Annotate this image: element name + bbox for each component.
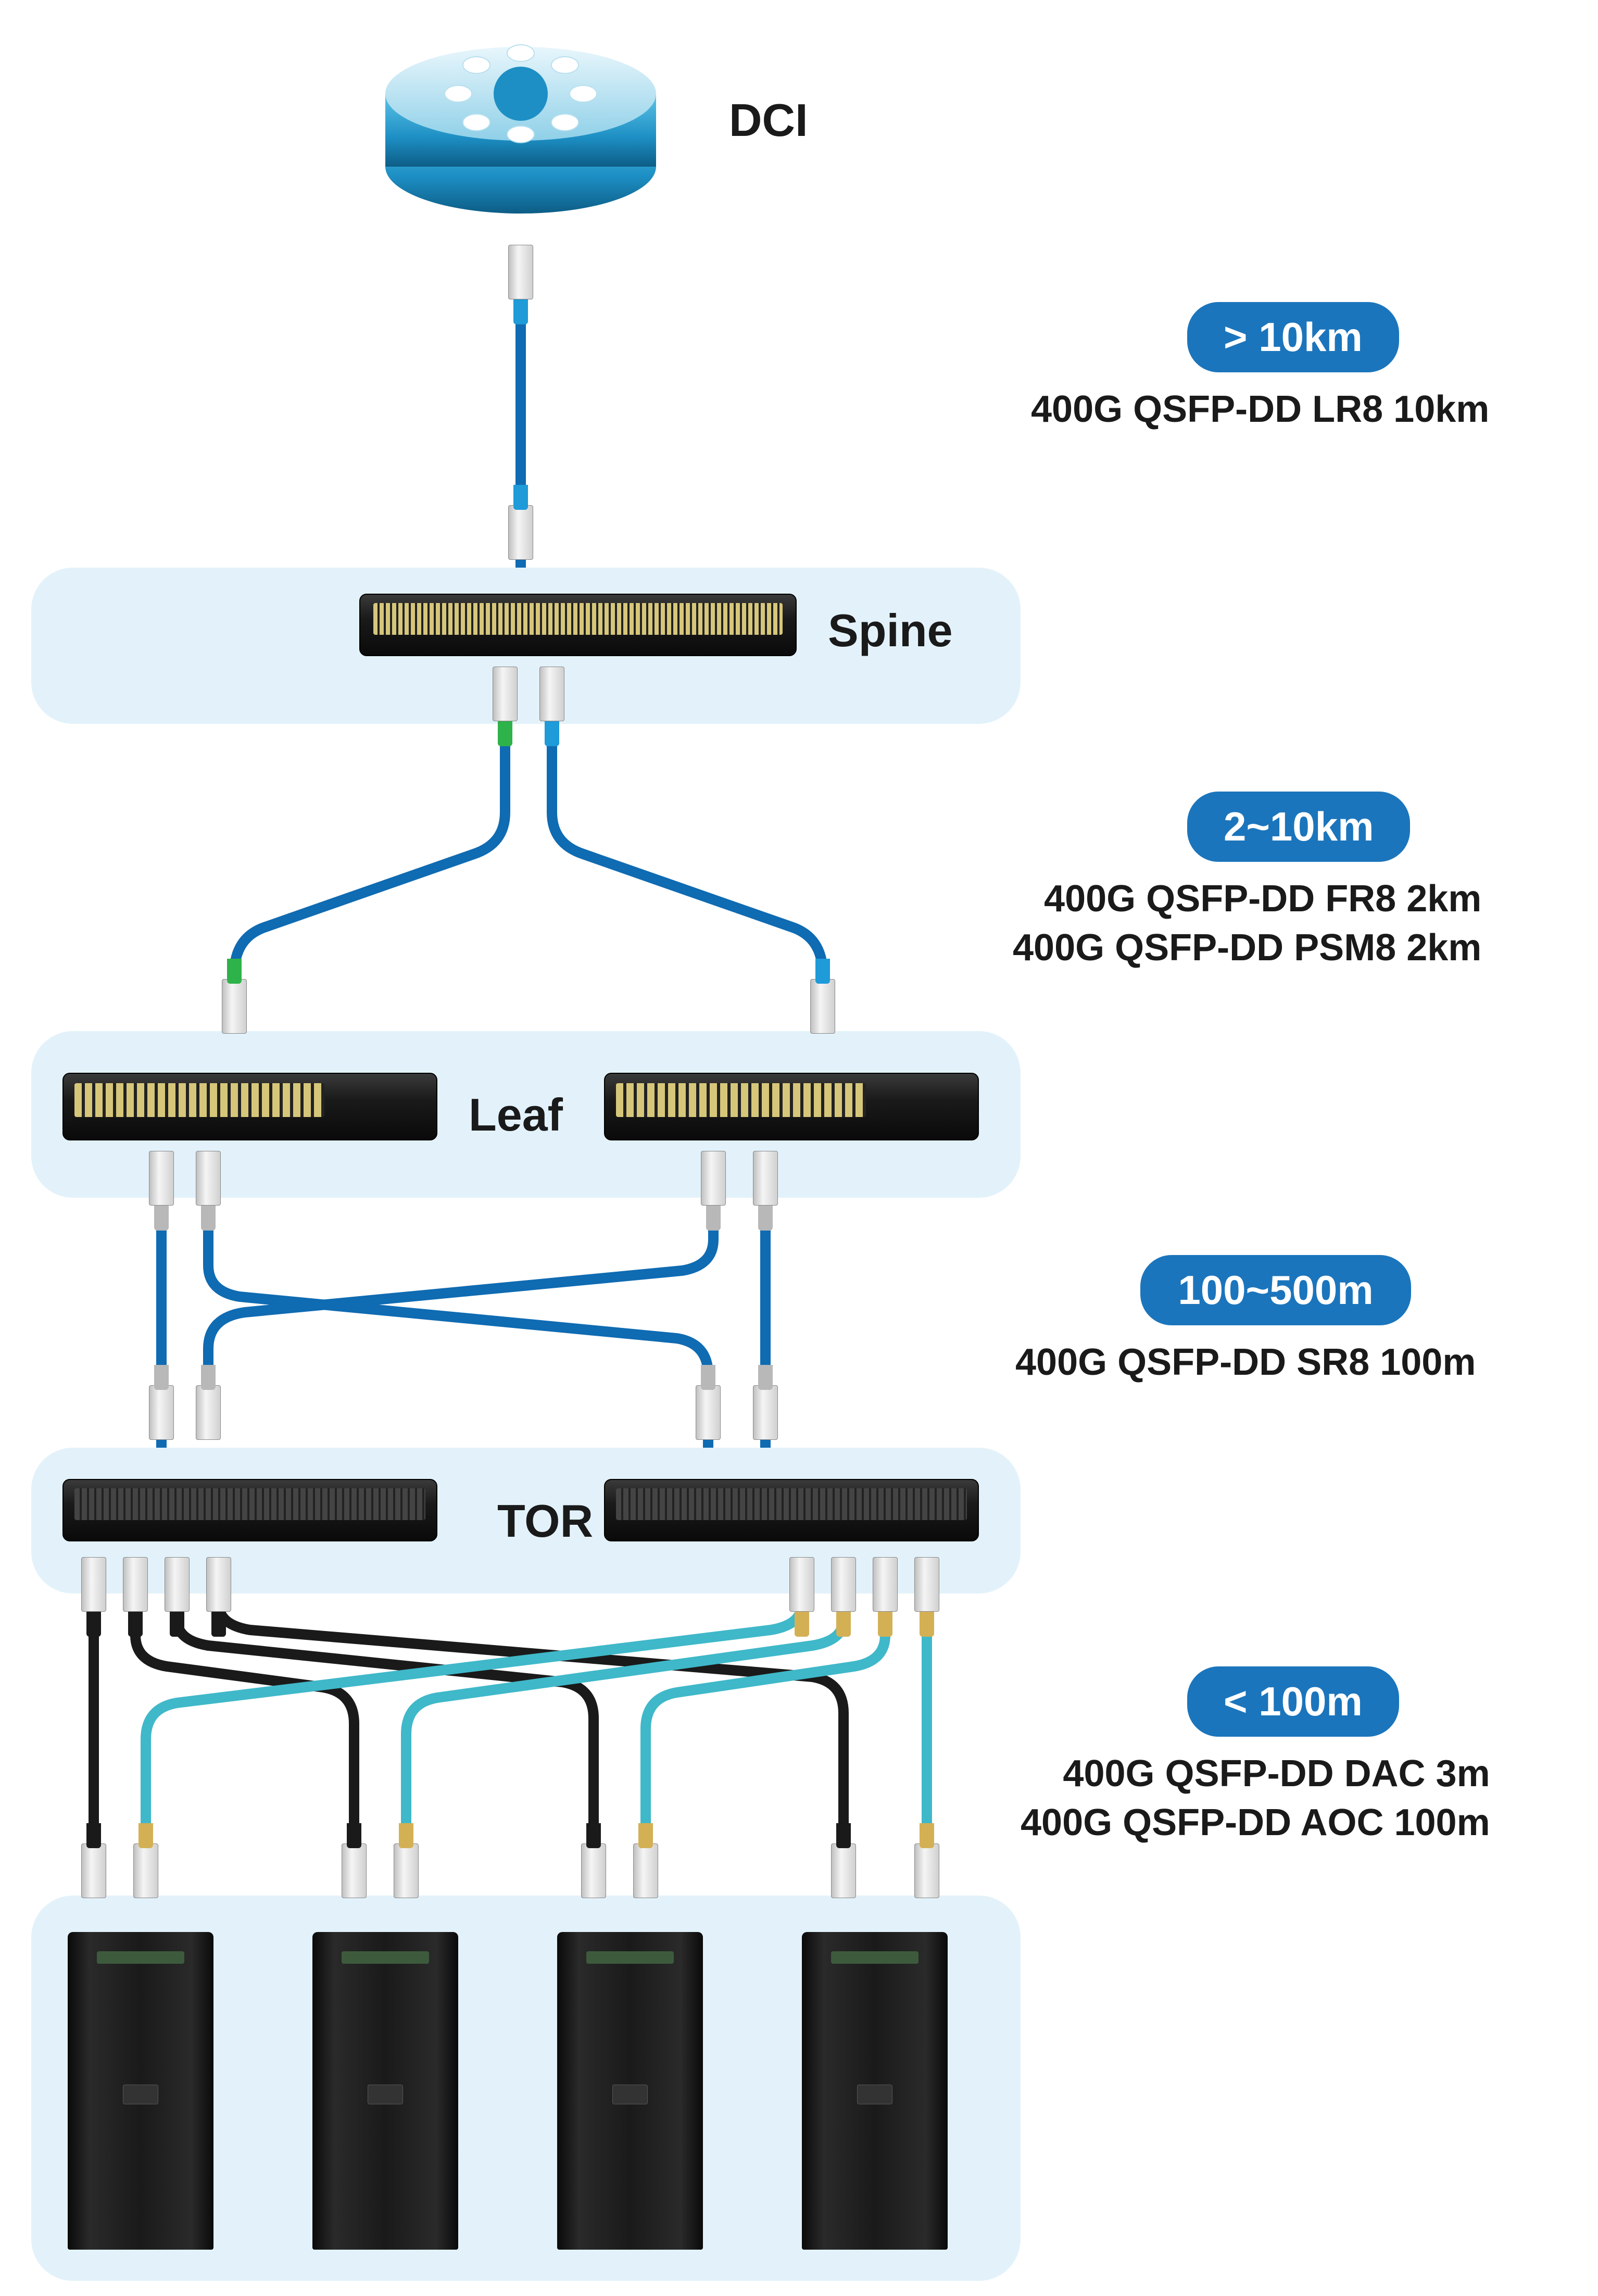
distance-pill: > 10km <box>1187 302 1399 372</box>
cable <box>234 667 505 1062</box>
qsfp-transceiver <box>789 1557 814 1635</box>
cable <box>219 1557 844 1927</box>
qsfp-transceiver <box>222 979 247 1057</box>
cable <box>208 1151 708 1469</box>
distance-description: 400G QSFP-DD DAC 3m400G QSFP-DD AOC 100m <box>1021 1750 1490 1847</box>
server-rack <box>557 1932 703 2250</box>
qsfp-transceiver <box>539 667 564 745</box>
tor-switch <box>62 1479 437 1541</box>
server-rack <box>312 1932 458 2250</box>
qsfp-transceiver <box>508 505 533 583</box>
qsfp-transceiver <box>123 1557 148 1635</box>
leaf-switch <box>62 1073 437 1140</box>
cable <box>552 667 823 1062</box>
qsfp-transceiver <box>196 1151 221 1229</box>
distance-description: 400G QSFP-DD LR8 10km <box>1031 385 1489 434</box>
qsfp-transceiver <box>810 979 835 1057</box>
cable <box>406 1557 844 1927</box>
cable <box>177 1557 594 1927</box>
qsfp-transceiver <box>133 1843 158 1922</box>
qsfp-transceiver <box>701 1151 726 1229</box>
qsfp-transceiver <box>394 1843 419 1922</box>
leaf-label: Leaf <box>469 1088 563 1141</box>
server-rack <box>68 1932 213 2250</box>
qsfp-transceiver <box>914 1843 939 1922</box>
qsfp-transceiver <box>493 667 518 745</box>
spine-switch <box>359 594 797 656</box>
distance-description: 400G QSFP-DD FR8 2km400G QSFP-DD PSM8 2k… <box>1013 875 1481 972</box>
tor-label: TOR <box>497 1495 593 1548</box>
tor-switch <box>604 1479 979 1541</box>
leaf-switch <box>604 1073 979 1140</box>
qsfp-transceiver <box>753 1385 778 1463</box>
spine-label: Spine <box>828 604 953 657</box>
distance-description: 400G QSFP-DD SR8 100m <box>1015 1338 1476 1387</box>
qsfp-transceiver <box>753 1151 778 1229</box>
qsfp-transceiver <box>165 1557 190 1635</box>
qsfp-transceiver <box>508 245 533 323</box>
distance-pill: < 100m <box>1187 1666 1399 1737</box>
server-rack <box>802 1932 948 2250</box>
qsfp-transceiver <box>873 1557 898 1635</box>
dci-router <box>375 31 666 219</box>
qsfp-transceiver <box>196 1385 221 1463</box>
qsfp-transceiver <box>342 1843 367 1922</box>
distance-pill: 2~10km <box>1187 792 1410 862</box>
qsfp-transceiver <box>831 1557 856 1635</box>
qsfp-transceiver <box>149 1385 174 1463</box>
qsfp-transceiver <box>149 1151 174 1229</box>
qsfp-transceiver <box>633 1843 658 1922</box>
qsfp-transceiver <box>914 1557 939 1635</box>
distance-pill: 100~500m <box>1140 1255 1411 1325</box>
qsfp-transceiver <box>831 1843 856 1922</box>
qsfp-transceiver <box>81 1843 106 1922</box>
dci-label: DCI <box>729 94 808 147</box>
cable <box>146 1557 802 1927</box>
qsfp-transceiver <box>696 1385 721 1463</box>
qsfp-transceiver <box>81 1557 106 1635</box>
qsfp-transceiver <box>206 1557 231 1635</box>
qsfp-transceiver <box>581 1843 606 1922</box>
